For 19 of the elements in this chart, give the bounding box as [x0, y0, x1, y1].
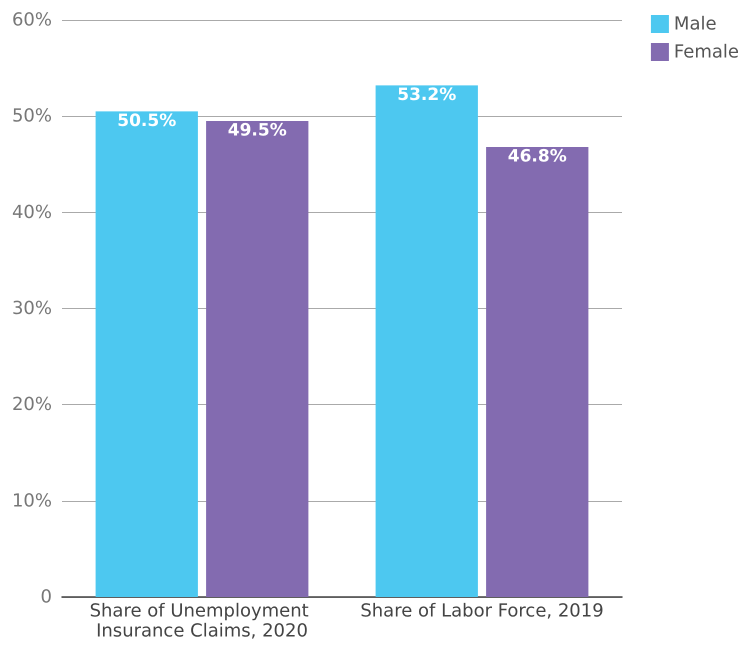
bar [206, 120, 308, 597]
y-tick-label: 30% [12, 298, 52, 319]
y-tick-label: 20% [12, 394, 52, 416]
data-label: 46.8% [508, 146, 567, 166]
data-label: 50.5% [117, 110, 176, 131]
x-tick-label: Share of Labor Force, 2019 [360, 600, 604, 622]
bar [376, 85, 478, 597]
x-tick-label: Share of Unemployment Insurance Claims, 2020 [90, 600, 314, 642]
y-tick-label: 40% [12, 202, 52, 223]
y-tick-label: 60% [12, 10, 52, 30]
data-label: 53.2% [397, 84, 456, 105]
bar [486, 146, 588, 597]
data-label: 49.5% [228, 120, 287, 140]
legend-label: Male [674, 14, 717, 34]
y-tick-label: 0 [40, 586, 52, 608]
bar [96, 111, 198, 597]
y-tick-label: 50% [12, 106, 52, 127]
y-tick-label: 10% [12, 490, 52, 512]
legend-label: Female [674, 42, 740, 62]
